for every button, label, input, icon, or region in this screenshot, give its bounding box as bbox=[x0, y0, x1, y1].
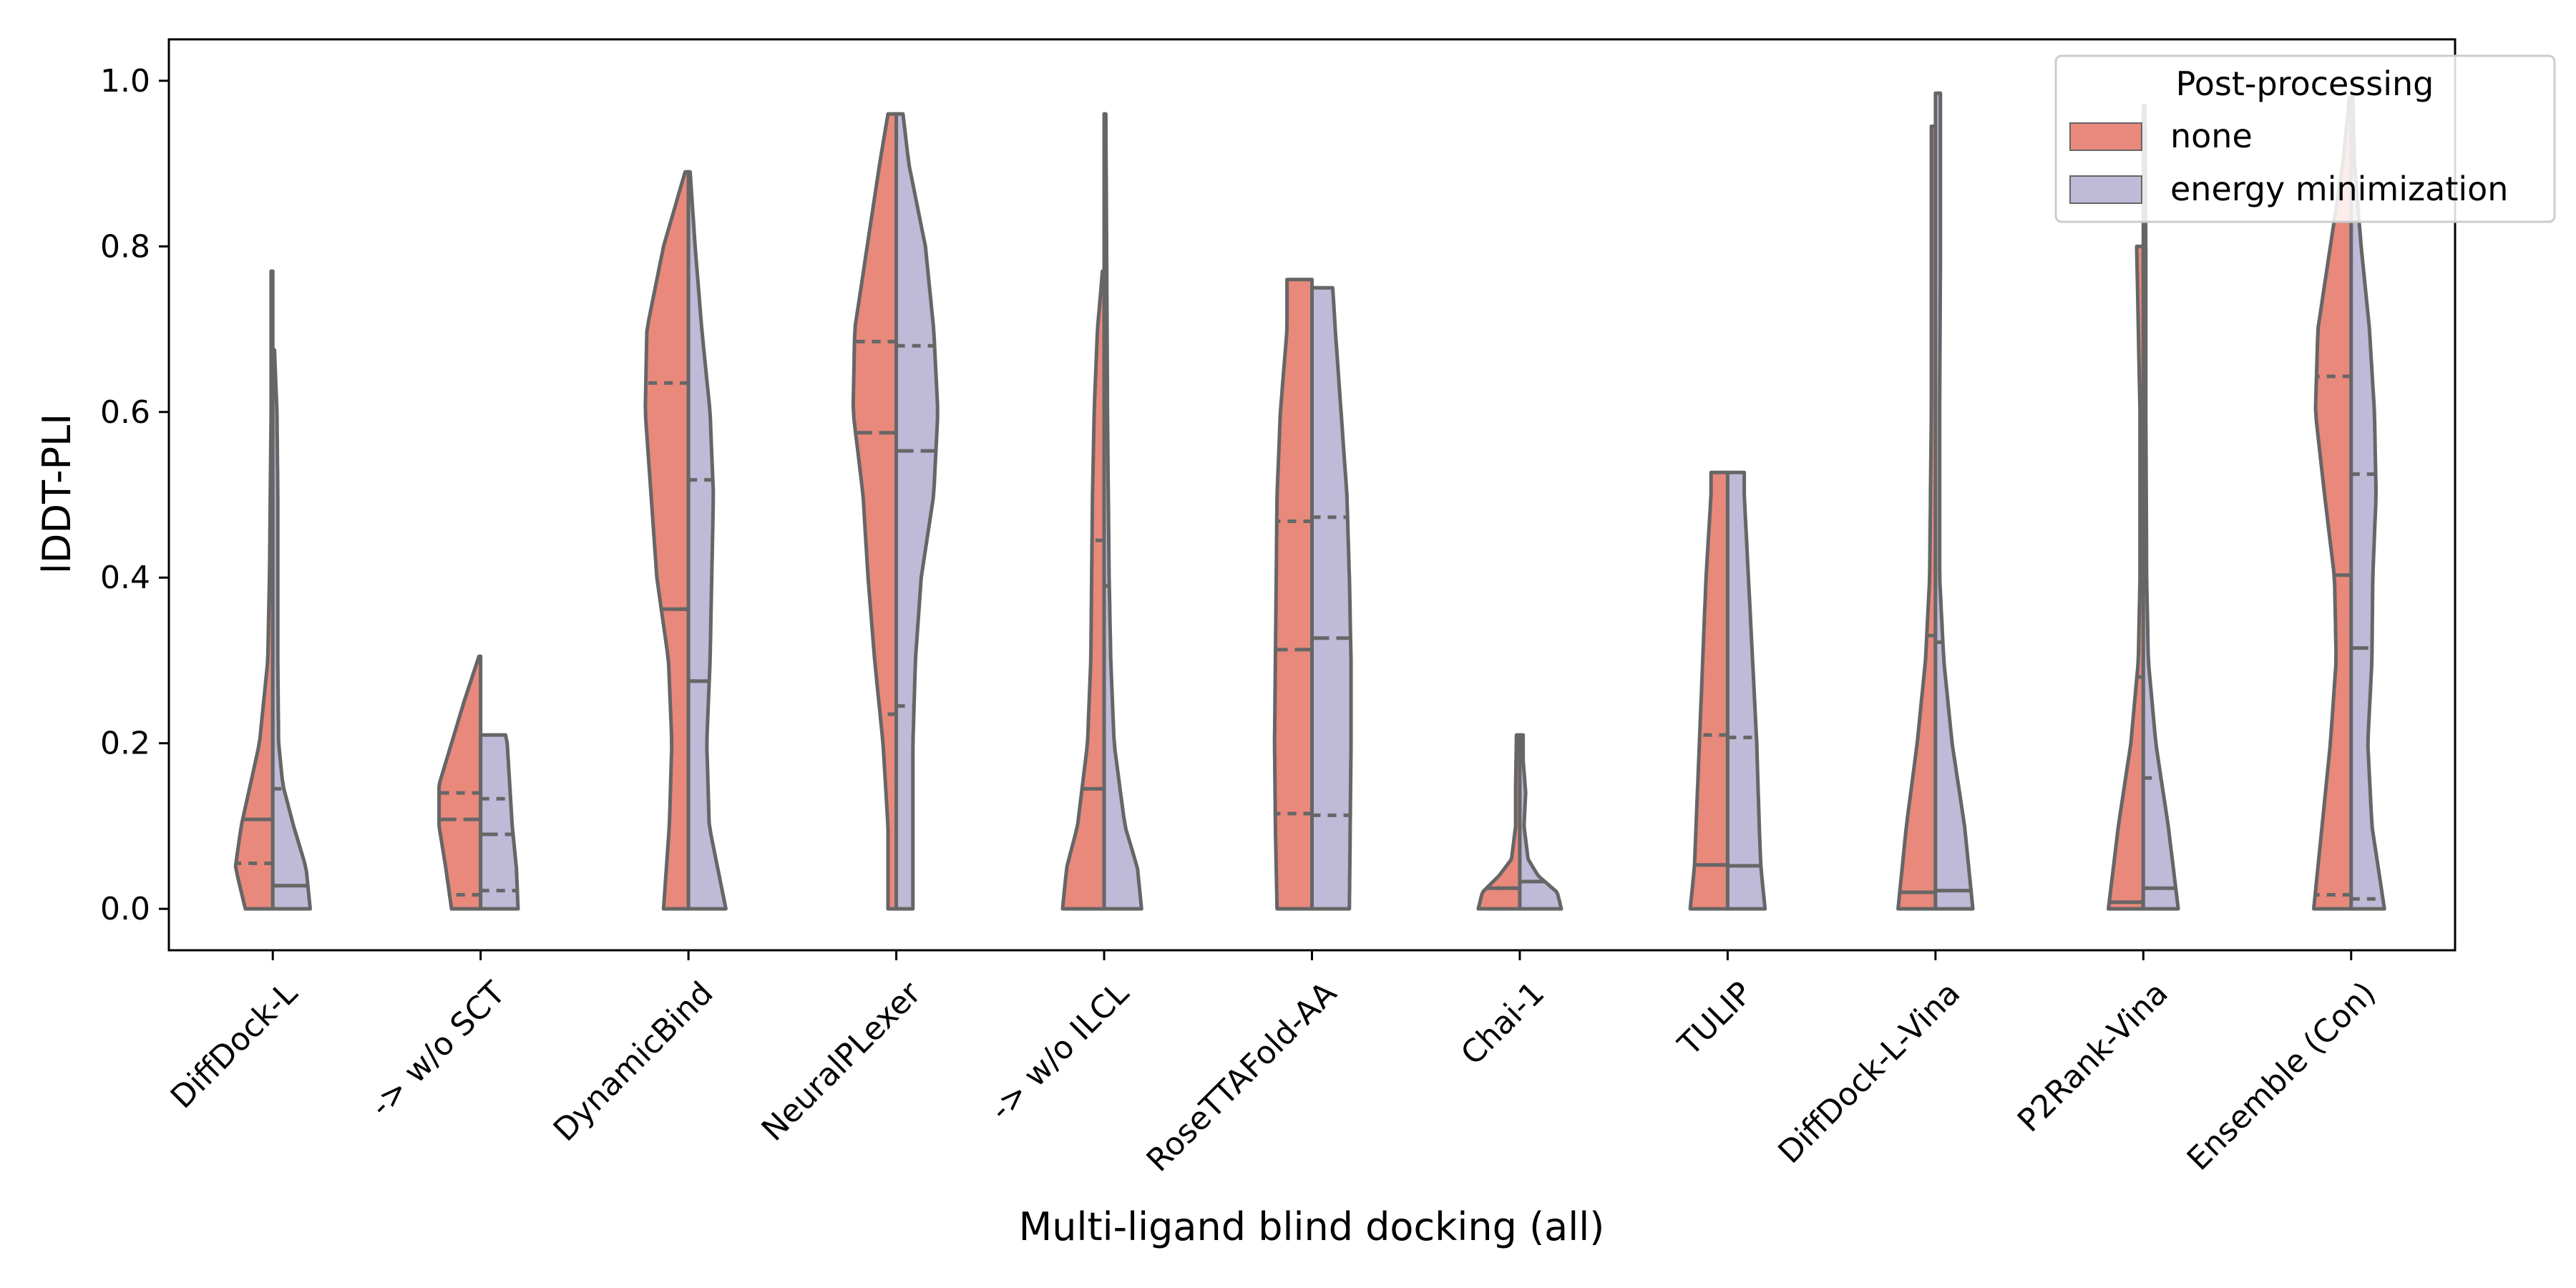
violin-half-diffdock-l-none bbox=[233, 269, 275, 911]
violin-half-dynamicbind-none bbox=[643, 170, 691, 911]
violin-half-dynamicbind-energy-minimization bbox=[686, 170, 728, 911]
violin-half-neuralplexer-energy-minimization bbox=[894, 112, 940, 911]
violin-half-p2rank-vina-energy-minimization bbox=[2141, 104, 2180, 911]
legend-swatch-energy-minimization bbox=[2069, 175, 2142, 204]
x-tick-label: DiffDock-L bbox=[164, 975, 305, 1116]
legend-label-none: none bbox=[2170, 117, 2253, 155]
violin-half-w-o-sct-none bbox=[437, 654, 483, 911]
y-tick-label: 0.0 bbox=[100, 891, 150, 927]
y-tick-label: 0.2 bbox=[100, 726, 150, 762]
legend-box bbox=[2054, 54, 2556, 223]
violin-half-rosettafold-aa-none bbox=[1272, 278, 1314, 911]
violin-half-tulip-none bbox=[1688, 470, 1729, 911]
x-tick-label: NeuralPLexer bbox=[755, 975, 929, 1148]
legend-swatch-none bbox=[2069, 122, 2142, 151]
violin-half-w-o-ilcl-energy-minimization bbox=[1102, 112, 1143, 911]
y-axis: 0.0 0.2 0.4 0.6 0.8 1.0 bbox=[100, 63, 169, 927]
violin-half-w-o-ilcl-none bbox=[1060, 269, 1106, 911]
x-tick-label: Chai-1 bbox=[1454, 975, 1551, 1072]
legend-label-energy-minimization: energy minimization bbox=[2170, 170, 2508, 208]
x-tick-label: DynamicBind bbox=[547, 975, 721, 1148]
x-tick-label: P2Rank-Vina bbox=[2011, 975, 2175, 1139]
y-axis-label: lDDT-PLI bbox=[34, 414, 79, 574]
y-tick-label: 0.6 bbox=[100, 394, 150, 431]
violins-group bbox=[233, 91, 2386, 911]
x-tick-label: Ensemble (Con) bbox=[2180, 975, 2383, 1177]
y-tick-label: 0.4 bbox=[100, 560, 150, 596]
y-tick-label: 0.8 bbox=[100, 228, 150, 265]
x-axis: DiffDock-L -> w/o SCT DynamicBind NeuralPLe… bbox=[164, 950, 2383, 1179]
violin-half-tulip-energy-minimization bbox=[1725, 470, 1767, 911]
x-tick-label: -> w/o SCT bbox=[364, 975, 513, 1124]
violin-half-diffdock-l-energy-minimization bbox=[270, 348, 312, 911]
violin-half-p2rank-vina-none bbox=[2107, 244, 2145, 911]
legend-title: Post-processing bbox=[2176, 64, 2434, 103]
x-tick-label: RoseTTAFold-AA bbox=[1140, 975, 1344, 1179]
violin-half-neuralplexer-none bbox=[851, 112, 899, 911]
y-tick-label: 1.0 bbox=[100, 63, 150, 99]
x-axis-label: Multi-ligand blind docking (all) bbox=[1019, 1204, 1605, 1249]
violin-half-w-o-sct-energy-minimization bbox=[479, 733, 520, 911]
violin-half-chai-1-none bbox=[1476, 733, 1522, 911]
violin-half-rosettafold-aa-energy-minimization bbox=[1310, 286, 1353, 911]
violin-half-diffdock-l-vina-none bbox=[1896, 125, 1938, 911]
x-tick-label: DiffDock-L-Vina bbox=[1772, 975, 1968, 1171]
x-tick-label: TULIP bbox=[1671, 975, 1760, 1063]
legend: Post-processing none energy minimization bbox=[2054, 54, 2556, 223]
x-tick-label: -> w/o ILCL bbox=[983, 975, 1136, 1128]
violin-half-diffdock-l-vina-energy-minimization bbox=[1933, 91, 1975, 911]
